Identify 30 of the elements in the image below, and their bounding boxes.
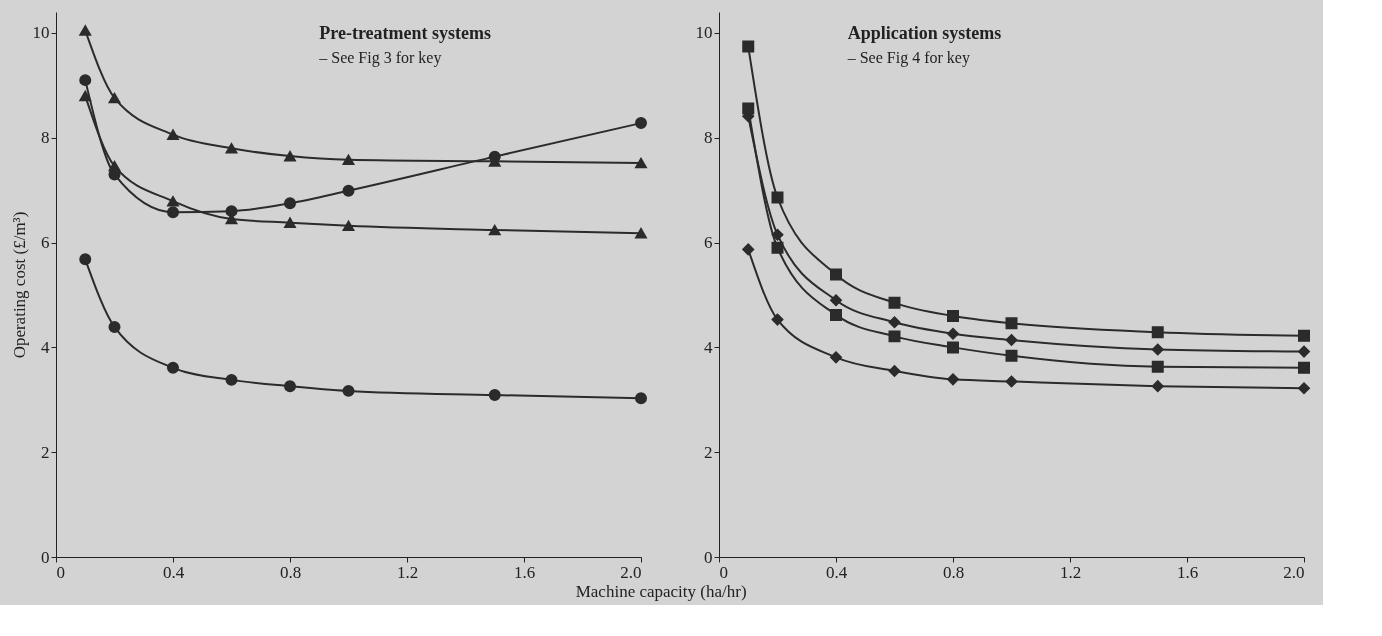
x-tick-label: 1.6 [513, 562, 536, 582]
text: Pre-treatment systems [319, 23, 492, 43]
x-tick-label: 0.8 [279, 562, 302, 582]
x-tick-label: 0.4 [162, 562, 185, 582]
y-tick-label: 6 [704, 233, 713, 253]
y-tick-label: 8 [704, 128, 713, 148]
text: Application systems [847, 23, 1002, 43]
x-tick-label: 0.4 [825, 562, 848, 582]
y-tick-label: 0 [704, 547, 713, 567]
text: – See Fig 4 for key [846, 49, 970, 67]
y-tick-label: 8 [41, 128, 50, 148]
x-tick-label: 2.0 [1283, 562, 1305, 582]
x-tick-label: 0.8 [942, 562, 965, 582]
y-tick-label: 0 [41, 547, 50, 567]
y-tick-label: 4 [41, 337, 50, 357]
text: – See Fig 3 for key [318, 49, 442, 67]
y-tick-label: 6 [41, 233, 50, 253]
y-tick-label: 10 [32, 23, 50, 43]
x-tick-label: 0 [56, 562, 65, 582]
x-tick-label: 1.6 [1176, 562, 1199, 582]
x-tick-label: 1.2 [396, 562, 419, 582]
x-tick-label: 2.0 [620, 562, 642, 582]
x-tick-label: 1.2 [1059, 562, 1082, 582]
x-axis-title: Machine capacity (ha/hr) [575, 582, 747, 601]
y-axis-title: Operating cost (£/m³) [9, 211, 29, 359]
y-tick-label: 2 [41, 442, 50, 462]
y-tick-label: 2 [704, 442, 713, 462]
x-tick-label: 0 [719, 562, 728, 582]
y-tick-label: 4 [704, 337, 713, 357]
y-tick-label: 10 [695, 23, 713, 43]
